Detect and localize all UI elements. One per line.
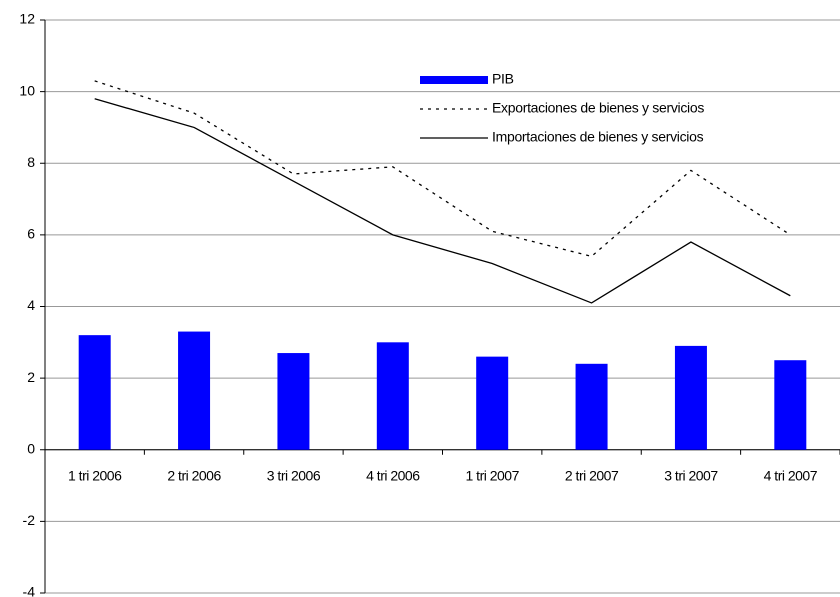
- x-tick-label: 1 tri 2007: [466, 467, 520, 483]
- x-tick-label: 1 tri 2006: [68, 467, 122, 483]
- x-tick-label: 2 tri 2006: [167, 467, 221, 483]
- legend-swatch: [420, 76, 488, 84]
- y-tick-label: 6: [27, 226, 35, 242]
- y-tick-label: -2: [23, 512, 36, 528]
- legend-label: PIB: [492, 71, 514, 87]
- x-tick-label: 4 tri 2007: [764, 467, 818, 483]
- bar: [178, 331, 211, 450]
- bar: [376, 342, 409, 450]
- y-tick-label: 0: [27, 440, 35, 456]
- y-tick-label: 8: [27, 154, 35, 170]
- bar: [575, 363, 608, 450]
- legend-label: Exportaciones de bienes y servicios: [492, 100, 704, 116]
- bar: [774, 360, 807, 450]
- x-tick-label: 4 tri 2006: [366, 467, 420, 483]
- legend-label: Importaciones de bienes y servicios: [492, 129, 704, 145]
- bar: [476, 356, 509, 450]
- bar: [674, 345, 707, 450]
- y-tick-label: 4: [27, 297, 35, 313]
- bar: [78, 335, 111, 450]
- x-tick-label: 3 tri 2006: [267, 467, 321, 483]
- y-tick-label: 10: [19, 82, 35, 98]
- x-tick-label: 2 tri 2007: [565, 467, 619, 483]
- y-tick-label: -4: [23, 584, 36, 597]
- y-tick-label: 12: [19, 11, 35, 27]
- x-tick-label: 3 tri 2007: [664, 467, 718, 483]
- line: [94, 98, 791, 304]
- bar: [277, 353, 310, 450]
- y-tick-label: 2: [27, 369, 35, 385]
